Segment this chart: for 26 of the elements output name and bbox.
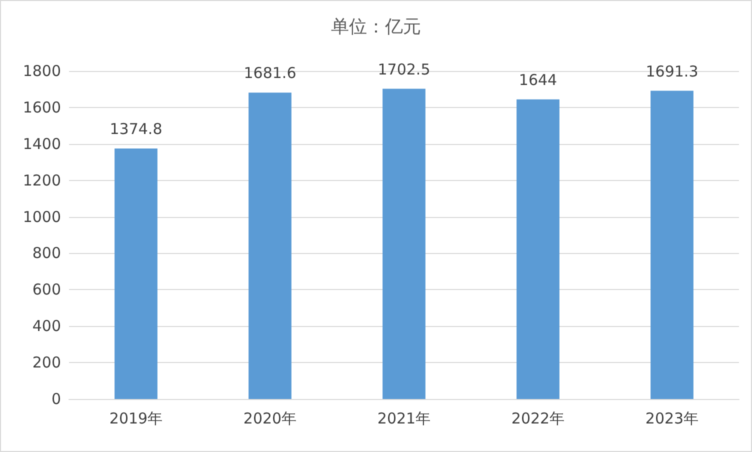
bar	[114, 148, 158, 399]
y-tick-label: 600	[32, 280, 61, 299]
x-tick-label: 2021年	[377, 410, 431, 428]
bar	[382, 88, 426, 399]
y-tick-label: 1600	[22, 98, 61, 116]
data-label: 1691.3	[646, 62, 698, 80]
y-tick-label: 200	[32, 354, 61, 372]
x-tick-label: 2022年	[511, 410, 565, 428]
y-tick-label: 1400	[22, 134, 61, 153]
y-tick-label: 1800	[22, 62, 61, 80]
bar	[516, 99, 560, 399]
y-tick-label: 1000	[22, 208, 61, 226]
y-tick-label: 800	[32, 244, 61, 262]
chart-title: 单位：亿元	[331, 16, 421, 38]
data-label: 1644	[518, 70, 558, 89]
x-tick-label: 2023年	[645, 410, 699, 428]
y-tick-label: 1200	[22, 171, 61, 190]
data-label: 1681.6	[244, 64, 296, 82]
data-label: 1702.5	[378, 60, 430, 78]
bar	[650, 90, 694, 399]
y-tick-label: 0	[51, 390, 61, 408]
bar	[248, 92, 292, 399]
y-tick-label: 400	[32, 317, 61, 336]
x-tick-label: 2020年	[243, 410, 297, 428]
x-tick-label: 2019年	[109, 410, 163, 428]
data-label: 1374.8	[110, 120, 162, 138]
